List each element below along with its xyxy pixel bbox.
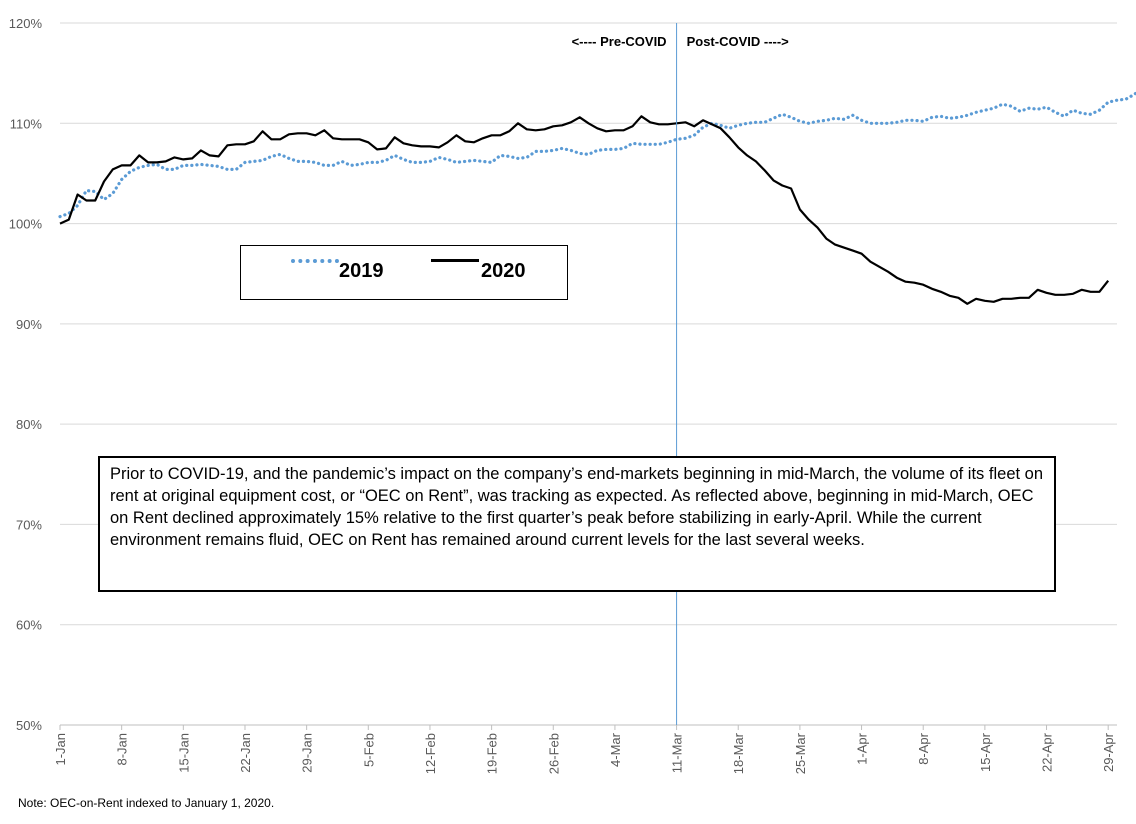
x-tick-label: 29-Apr xyxy=(1101,732,1116,772)
pre-covid-label: <---- Pre-COVID xyxy=(572,34,667,49)
gridlines xyxy=(60,22,1117,726)
commentary-text: Prior to COVID-19, and the pandemic’s im… xyxy=(110,465,1044,549)
post-covid-label: Post-COVID ----> xyxy=(687,34,790,49)
y-tick-label: 50% xyxy=(16,718,42,733)
x-tick-label: 1-Apr xyxy=(855,732,870,764)
legend-label-2019: 2019 xyxy=(339,260,384,282)
series-lines xyxy=(58,91,1136,305)
x-tick-label: 29-Jan xyxy=(300,733,315,773)
x-tick-label: 22-Jan xyxy=(238,733,253,773)
legend-swatch-2020 xyxy=(431,259,479,262)
legend: 2019 2020 xyxy=(240,245,568,300)
x-tick-label: 8-Jan xyxy=(115,733,130,766)
x-tick-label: 5-Feb xyxy=(361,733,376,767)
x-tick-label: 15-Jan xyxy=(176,733,191,773)
footnote: Note: OEC-on-Rent indexed to January 1, … xyxy=(18,796,275,810)
y-axis: 50% 60% 70% 80% 90% 100% 110% 120% xyxy=(9,16,43,733)
x-tick-label: 8-Apr xyxy=(916,732,931,764)
y-tick-label: 60% xyxy=(16,618,42,633)
x-tick-label: 4-Mar xyxy=(608,732,623,767)
x-tick-label: 15-Apr xyxy=(978,732,993,772)
y-tick-label: 90% xyxy=(16,317,42,332)
series-2020 xyxy=(59,115,1110,305)
commentary-box: Prior to COVID-19, and the pandemic’s im… xyxy=(98,456,1056,592)
x-tick-label: 22-Apr xyxy=(1040,732,1055,772)
x-tick-label: 18-Mar xyxy=(731,732,746,774)
x-axis: 1-Jan 8-Jan 15-Jan 22-Jan 29-Jan 5-Feb 12-Feb 1… xyxy=(53,724,1117,774)
series-2019 xyxy=(58,91,1136,219)
x-tick-label: 19-Feb xyxy=(485,733,500,774)
x-tick-label: 12-Feb xyxy=(423,733,438,774)
y-tick-label: 110% xyxy=(10,116,43,131)
y-tick-label: 100% xyxy=(9,217,43,232)
x-tick-label: 11-Mar xyxy=(670,732,685,773)
x-tick-label: 1-Jan xyxy=(53,733,68,766)
x-tick-label: 26-Feb xyxy=(546,733,561,774)
x-tick-label: 25-Mar xyxy=(793,732,808,774)
y-tick-label: 80% xyxy=(16,417,42,432)
y-tick-label: 120% xyxy=(9,16,43,31)
legend-swatch-2019 xyxy=(291,259,339,263)
y-tick-label: 70% xyxy=(16,517,42,532)
legend-label-2020: 2020 xyxy=(481,260,526,282)
